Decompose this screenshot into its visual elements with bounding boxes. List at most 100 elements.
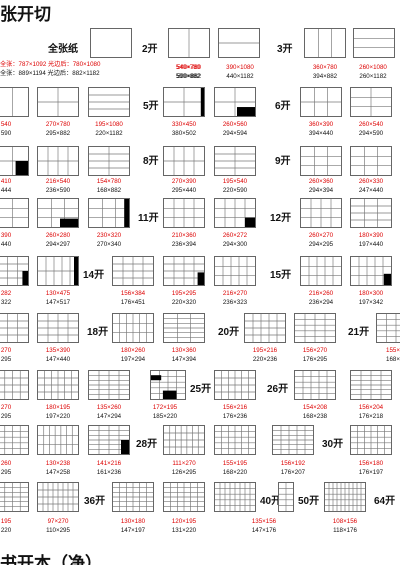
size-787: 260×270 — [308, 232, 334, 239]
waste-block — [121, 440, 129, 454]
size-889: 294×297 — [45, 240, 71, 248]
size-889: 394×882 — [312, 72, 338, 80]
size-889: 176×295 — [302, 355, 328, 363]
size-caption: 260×540 294×590 — [331, 121, 400, 138]
size-787: 330×450 — [171, 121, 197, 128]
waste-block — [15, 161, 28, 175]
size-889: 294×295 — [308, 240, 334, 248]
sheet-26-b — [350, 370, 392, 400]
sheet-32-b — [37, 482, 79, 512]
size-caption: 260 295 — [0, 460, 46, 477]
page-title: 张开切 — [0, 5, 51, 24]
waste-block — [60, 218, 78, 227]
sheet-11-a — [163, 198, 205, 228]
size-787: 260×280 — [45, 232, 71, 239]
sheet-30-b — [350, 425, 392, 455]
size-caption: 260×360 294×394 — [281, 178, 361, 195]
waste-block — [197, 272, 204, 285]
sheet-12-b — [350, 198, 392, 228]
size-787: 135×260 — [96, 404, 122, 411]
size-787: 216×260 — [308, 290, 334, 297]
sheet-6-a — [300, 87, 342, 117]
size-787: 195×540 — [222, 178, 248, 185]
sheet-4-a — [0, 87, 29, 117]
size-889: 270×340 — [96, 240, 122, 248]
size-787: 180×390 — [358, 232, 384, 239]
size-889: 176×197 — [358, 468, 384, 476]
size-787: 216×270 — [222, 290, 248, 297]
size-787: 216×540 — [45, 178, 71, 185]
format-label-k30: 30开 — [322, 439, 344, 450]
sheet-18-b — [163, 313, 205, 343]
sheet-24-a — [0, 370, 29, 400]
size-889: 444 — [0, 186, 12, 194]
size-787: 210×360 — [171, 232, 197, 239]
size-889: 322 — [0, 298, 12, 306]
size-787: 130×360 — [171, 347, 197, 354]
size-caption: 410 444 — [0, 178, 46, 195]
size-889: 247×440 — [358, 186, 384, 194]
size-889: 176×207 — [280, 468, 306, 476]
size-787: 260×1080 — [359, 64, 387, 71]
waste-block — [74, 257, 78, 285]
size-caption: 260×330 247×440 — [331, 178, 400, 195]
size-889: 394×440 — [308, 129, 334, 137]
format-label-k12: 12开 — [270, 213, 292, 224]
sheet-18-a — [112, 313, 154, 343]
size-787: 156×216 — [222, 404, 248, 411]
waste-block — [124, 199, 129, 227]
format-label-k20: 20开 — [218, 327, 240, 338]
size-787: 141×216 — [96, 460, 122, 467]
sheet-14-a — [112, 256, 154, 286]
size-787: 180×300 — [358, 290, 384, 297]
size-caption: 155×195 168×220 — [195, 460, 275, 477]
size-787: 156×204 — [358, 404, 384, 411]
size-caption: 210×360 236×394 — [144, 232, 224, 249]
sheet-50-a — [324, 482, 366, 512]
waste-block — [383, 273, 391, 285]
sheet-12-a — [300, 198, 342, 228]
waste-block — [200, 88, 204, 116]
size-787: 154×780 — [96, 178, 122, 185]
sheet-24-b — [37, 370, 79, 400]
size-787: 195×295 — [171, 290, 197, 297]
size-caption: 130×180 147×197 — [93, 518, 173, 535]
size-889: 295×440 — [171, 186, 197, 194]
format-label-k40: 40开 — [260, 496, 282, 507]
size-caption: 195 220 — [0, 518, 46, 535]
sheet-32-a — [0, 482, 29, 512]
size-889: 295 — [0, 412, 12, 420]
size-889: 168×882 — [96, 186, 122, 194]
size-889: 236×394 — [171, 240, 197, 248]
size-caption: 135×156 147×176 — [224, 518, 304, 535]
paper-size-header: 全张：787×1092 光边后：780×1080 全张：889×1194 光边后… — [0, 60, 100, 78]
size-787: 195×216 — [252, 347, 278, 354]
size-889: 294×300 — [222, 240, 248, 248]
size-caption: 120×195 131×220 — [144, 518, 224, 535]
size-787: 156×384 — [120, 290, 146, 297]
size-caption: 260×1080 260×1182 — [333, 64, 400, 81]
size-caption: 230×320 270×340 — [69, 232, 149, 249]
sheet-26-c — [214, 370, 256, 400]
sheet-24-c — [88, 370, 130, 400]
size-caption: 270 295 — [0, 347, 46, 364]
sheet-9-b — [350, 146, 392, 176]
format-label-k25: 25开 — [190, 384, 212, 395]
size-caption: 195×295 220×320 — [144, 290, 224, 307]
size-889: 118×176 — [333, 526, 357, 534]
sheet-3-b — [353, 28, 395, 58]
sheet-28-e — [214, 425, 256, 455]
size-889: 147×440 — [45, 355, 71, 363]
size-787: 260×540 — [358, 121, 384, 128]
format-label-k14: 14开 — [83, 270, 105, 281]
size-caption: 216×260 236×294 — [281, 290, 361, 307]
size-caption: 108×156 118×176 — [305, 518, 385, 535]
sheet-16-b — [37, 313, 79, 343]
size-787: 410 — [0, 178, 12, 185]
sheet-7-b — [37, 146, 79, 176]
size-889: 294×590 — [358, 129, 384, 137]
size-787: 156×180 — [358, 460, 384, 467]
sheet-9-a — [300, 146, 342, 176]
size-889: 197×342 — [358, 298, 384, 306]
sheet-28-c — [88, 425, 130, 455]
